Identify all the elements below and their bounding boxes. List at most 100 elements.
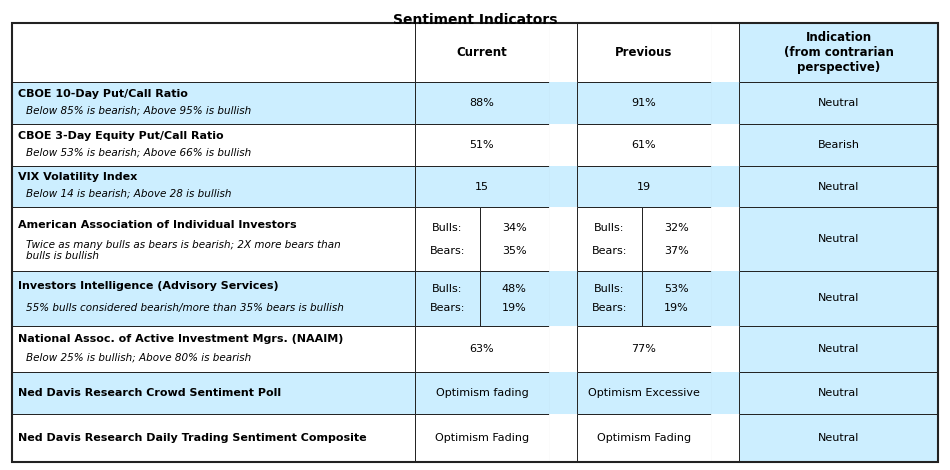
- Bar: [549, 165, 577, 207]
- Bar: [739, 165, 938, 207]
- Bar: [549, 326, 577, 372]
- Bar: [739, 326, 938, 372]
- Bar: [712, 165, 739, 207]
- Bar: [641, 271, 712, 326]
- Text: Bulls:: Bulls:: [594, 223, 624, 233]
- Bar: [739, 124, 938, 165]
- Text: Bears:: Bears:: [592, 303, 627, 313]
- Text: Previous: Previous: [616, 46, 673, 59]
- Bar: [12, 124, 415, 165]
- Text: Ned Davis Research Crowd Sentiment Poll: Ned Davis Research Crowd Sentiment Poll: [18, 388, 281, 398]
- Text: Optimism Excessive: Optimism Excessive: [588, 388, 700, 398]
- Text: Bears:: Bears:: [429, 303, 465, 313]
- Text: 63%: 63%: [469, 344, 494, 354]
- Bar: [739, 271, 938, 326]
- Bar: [712, 372, 739, 414]
- Text: 37%: 37%: [664, 246, 689, 256]
- Bar: [415, 23, 549, 82]
- Text: Bulls:: Bulls:: [432, 283, 463, 294]
- Bar: [577, 207, 641, 271]
- Bar: [12, 165, 415, 207]
- Bar: [12, 372, 415, 414]
- Text: 32%: 32%: [664, 223, 689, 233]
- Bar: [712, 326, 739, 372]
- Text: Optimism fading: Optimism fading: [435, 388, 528, 398]
- Text: 48%: 48%: [502, 283, 527, 294]
- Text: 88%: 88%: [469, 98, 494, 108]
- Text: Twice as many bulls as bears is bearish; 2X more bears than
bulls is bullish: Twice as many bulls as bears is bearish;…: [26, 240, 341, 261]
- Text: National Assoc. of Active Investment Mgrs. (NAAIM): National Assoc. of Active Investment Mgr…: [18, 334, 343, 344]
- Text: Neutral: Neutral: [818, 98, 859, 108]
- Text: Ned Davis Research Daily Trading Sentiment Composite: Ned Davis Research Daily Trading Sentime…: [18, 433, 367, 443]
- Text: Below 25% is bullish; Above 80% is bearish: Below 25% is bullish; Above 80% is beari…: [26, 352, 251, 362]
- Bar: [577, 271, 641, 326]
- Text: Current: Current: [457, 46, 507, 59]
- Bar: [712, 207, 739, 271]
- Text: CBOE 10-Day Put/Call Ratio: CBOE 10-Day Put/Call Ratio: [18, 89, 188, 99]
- Text: 55% bulls considered bearish/more than 35% bears is bullish: 55% bulls considered bearish/more than 3…: [26, 303, 344, 313]
- Text: 15: 15: [475, 181, 489, 192]
- Bar: [12, 207, 415, 271]
- Text: Bearish: Bearish: [817, 140, 860, 150]
- Text: Investors Intelligence (Advisory Services): Investors Intelligence (Advisory Service…: [18, 282, 278, 291]
- Bar: [577, 326, 712, 372]
- Bar: [577, 23, 712, 82]
- Bar: [415, 82, 549, 124]
- Text: Bears:: Bears:: [429, 246, 465, 256]
- Text: Neutral: Neutral: [818, 181, 859, 192]
- Text: Bulls:: Bulls:: [432, 223, 463, 233]
- Text: Neutral: Neutral: [818, 433, 859, 443]
- Bar: [12, 271, 415, 326]
- Text: Sentiment Indicators: Sentiment Indicators: [392, 13, 558, 27]
- Bar: [12, 326, 415, 372]
- Bar: [739, 82, 938, 124]
- Bar: [549, 372, 577, 414]
- Text: 61%: 61%: [632, 140, 656, 150]
- Text: Below 85% is bearish; Above 95% is bullish: Below 85% is bearish; Above 95% is bulli…: [26, 106, 251, 116]
- Text: Bulls:: Bulls:: [594, 283, 624, 294]
- Bar: [480, 271, 549, 326]
- Bar: [415, 207, 480, 271]
- Text: 19: 19: [636, 181, 651, 192]
- Text: Below 14 is bearish; Above 28 is bullish: Below 14 is bearish; Above 28 is bullish: [26, 189, 232, 199]
- Text: CBOE 3-Day Equity Put/Call Ratio: CBOE 3-Day Equity Put/Call Ratio: [18, 131, 223, 141]
- Bar: [739, 207, 938, 271]
- Text: Neutral: Neutral: [818, 234, 859, 244]
- Bar: [549, 414, 577, 462]
- Text: 35%: 35%: [502, 246, 526, 256]
- Bar: [12, 414, 415, 462]
- Text: Neutral: Neutral: [818, 344, 859, 354]
- Text: Optimism Fading: Optimism Fading: [597, 433, 691, 443]
- Text: 19%: 19%: [502, 303, 526, 313]
- Bar: [480, 207, 549, 271]
- Bar: [712, 82, 739, 124]
- Bar: [415, 372, 549, 414]
- Bar: [549, 207, 577, 271]
- Text: 34%: 34%: [502, 223, 526, 233]
- Bar: [12, 82, 415, 124]
- Bar: [712, 23, 739, 82]
- Bar: [712, 124, 739, 165]
- Text: 53%: 53%: [664, 283, 689, 294]
- Bar: [577, 165, 712, 207]
- Text: VIX Volatility Index: VIX Volatility Index: [18, 172, 137, 182]
- Bar: [641, 207, 712, 271]
- Bar: [577, 414, 712, 462]
- Text: Neutral: Neutral: [818, 388, 859, 398]
- Text: Bears:: Bears:: [592, 246, 627, 256]
- Bar: [739, 414, 938, 462]
- Bar: [415, 124, 549, 165]
- Text: Below 53% is bearish; Above 66% is bullish: Below 53% is bearish; Above 66% is bulli…: [26, 147, 251, 157]
- Bar: [415, 326, 549, 372]
- Bar: [577, 82, 712, 124]
- Text: 91%: 91%: [632, 98, 656, 108]
- Bar: [577, 124, 712, 165]
- Text: Optimism Fading: Optimism Fading: [435, 433, 529, 443]
- Bar: [415, 271, 480, 326]
- Bar: [549, 23, 577, 82]
- Bar: [12, 23, 415, 82]
- Bar: [712, 271, 739, 326]
- Bar: [549, 124, 577, 165]
- Bar: [577, 372, 712, 414]
- Text: 19%: 19%: [664, 303, 689, 313]
